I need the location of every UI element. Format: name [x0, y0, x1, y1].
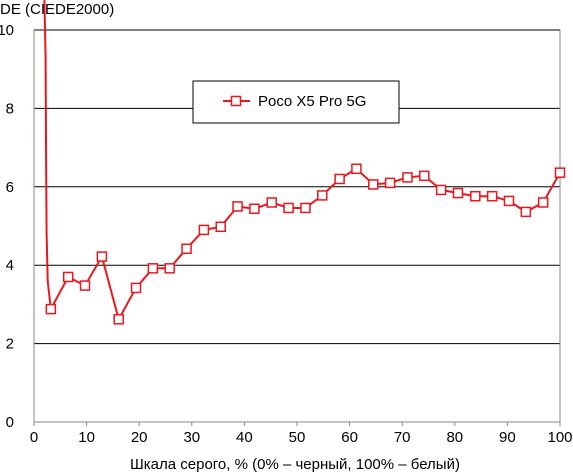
y-axis-label: DE (CIEDE2000) — [0, 1, 114, 18]
data-point-0 — [45, 303, 57, 315]
data-point-19 — [368, 179, 379, 190]
data-point-16 — [316, 190, 328, 201]
data-point-8 — [181, 243, 192, 254]
data-point-21 — [402, 172, 413, 183]
data-point-6 — [147, 263, 159, 274]
legend-marker-swatch — [230, 95, 242, 107]
data-point-7 — [164, 263, 175, 274]
x-tick-label-10: 10 — [78, 429, 95, 446]
legend: Poco X5 Pro 5G — [192, 80, 400, 124]
data-point-2 — [79, 280, 91, 291]
data-point-30 — [554, 167, 566, 178]
data-point-20 — [384, 177, 396, 189]
data-point-3 — [96, 251, 108, 262]
data-point-15 — [300, 202, 311, 214]
y-tick-label-0: 0 — [6, 414, 14, 431]
y-tick-label-4: 4 — [6, 257, 14, 274]
data-point-18 — [351, 163, 362, 175]
data-point-29 — [537, 197, 549, 208]
data-point-28 — [520, 206, 532, 218]
data-point-9 — [198, 224, 210, 236]
x-tick-label-60: 60 — [341, 429, 358, 446]
y-tick-label-2: 2 — [6, 336, 14, 353]
x-tick-label-90: 90 — [499, 429, 516, 446]
data-point-26 — [486, 190, 498, 202]
data-point-17 — [334, 173, 345, 185]
y-tick-labels: 0 2 4 6 8 10 — [0, 22, 14, 431]
data-point-11 — [232, 201, 243, 212]
y-tick-label-10: 10 — [0, 22, 14, 39]
series-line-0 — [43, 0, 560, 322]
plot-area — [43, 0, 566, 325]
data-point-22 — [419, 170, 430, 182]
data-point-5 — [130, 282, 142, 294]
x-tick-label-50: 50 — [289, 429, 306, 446]
x-tick-labels: 0 10 20 30 40 50 60 70 80 90 100 — [30, 429, 573, 446]
data-point-4 — [113, 314, 124, 325]
axes — [33, 30, 561, 426]
x-tick-label-20: 20 — [131, 429, 148, 446]
gridlines — [34, 29, 560, 345]
x-tick-label-100: 100 — [547, 429, 572, 446]
data-point-1 — [62, 271, 74, 283]
x-axis-label: Шкала серого, % (0% – черный, 100% – бел… — [130, 456, 460, 472]
x-tick-label-0: 0 — [30, 429, 38, 446]
x-tick-label-30: 30 — [183, 429, 200, 446]
y-tick-label-8: 8 — [6, 100, 14, 117]
x-tick-label-70: 70 — [394, 429, 411, 446]
data-point-10 — [215, 221, 226, 233]
x-tick-label-40: 40 — [236, 429, 253, 446]
data-point-12 — [249, 203, 260, 215]
legend-series-label: Poco X5 Pro 5G — [258, 93, 366, 110]
data-point-27 — [503, 195, 515, 207]
data-point-25 — [470, 190, 481, 202]
data-point-14 — [283, 202, 294, 214]
x-tick-label-80: 80 — [446, 429, 463, 446]
data-point-13 — [266, 197, 278, 208]
data-point-24 — [452, 187, 464, 199]
data-point-23 — [435, 184, 447, 196]
y-tick-label-6: 6 — [6, 179, 14, 196]
